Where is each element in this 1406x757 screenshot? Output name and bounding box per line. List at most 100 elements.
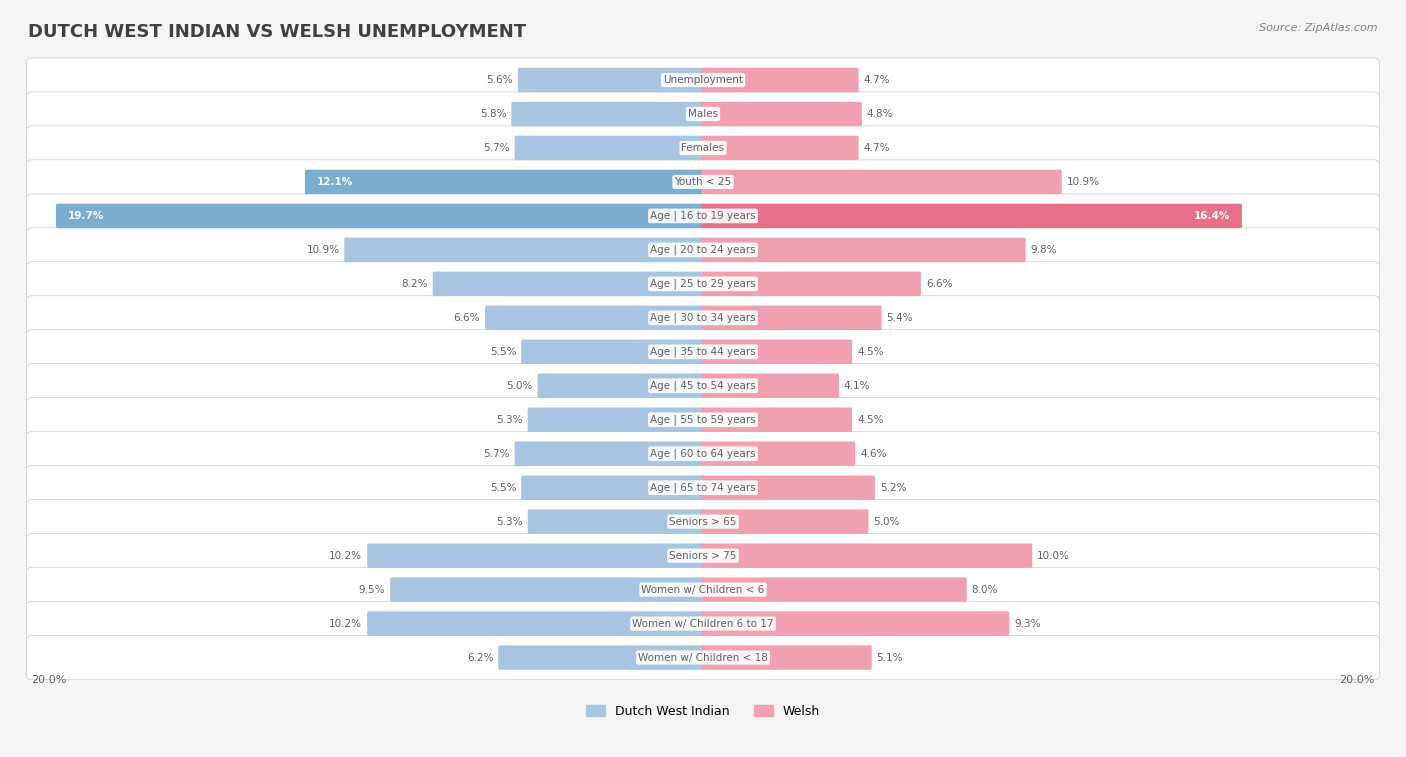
FancyBboxPatch shape — [305, 170, 704, 195]
FancyBboxPatch shape — [702, 136, 859, 160]
Text: Males: Males — [688, 109, 718, 119]
Text: 4.5%: 4.5% — [858, 415, 883, 425]
FancyBboxPatch shape — [27, 262, 1379, 306]
Text: 19.7%: 19.7% — [67, 211, 104, 221]
Text: 4.1%: 4.1% — [844, 381, 870, 391]
FancyBboxPatch shape — [27, 635, 1379, 680]
FancyBboxPatch shape — [702, 544, 1032, 568]
FancyBboxPatch shape — [344, 238, 704, 262]
Text: 9.5%: 9.5% — [359, 584, 385, 594]
Text: 4.6%: 4.6% — [860, 449, 887, 459]
FancyBboxPatch shape — [389, 578, 704, 602]
FancyBboxPatch shape — [702, 509, 869, 534]
Text: Age | 25 to 29 years: Age | 25 to 29 years — [650, 279, 756, 289]
FancyBboxPatch shape — [27, 397, 1379, 442]
FancyBboxPatch shape — [702, 170, 1062, 195]
Legend: Dutch West Indian, Welsh: Dutch West Indian, Welsh — [581, 699, 825, 723]
Text: 5.5%: 5.5% — [489, 347, 516, 357]
FancyBboxPatch shape — [527, 509, 704, 534]
Text: Females: Females — [682, 143, 724, 153]
FancyBboxPatch shape — [27, 58, 1379, 102]
Text: 6.6%: 6.6% — [925, 279, 952, 289]
Text: 5.6%: 5.6% — [486, 75, 513, 85]
Text: Age | 65 to 74 years: Age | 65 to 74 years — [650, 482, 756, 493]
FancyBboxPatch shape — [27, 92, 1379, 136]
FancyBboxPatch shape — [27, 160, 1379, 204]
FancyBboxPatch shape — [702, 407, 852, 432]
Text: 10.9%: 10.9% — [1067, 177, 1099, 187]
Text: 5.0%: 5.0% — [506, 381, 533, 391]
Text: Seniors > 65: Seniors > 65 — [669, 517, 737, 527]
Text: 16.4%: 16.4% — [1194, 211, 1230, 221]
Text: 5.0%: 5.0% — [873, 517, 900, 527]
Text: Women w/ Children < 6: Women w/ Children < 6 — [641, 584, 765, 594]
Text: 4.8%: 4.8% — [868, 109, 893, 119]
Text: Age | 55 to 59 years: Age | 55 to 59 years — [650, 415, 756, 425]
FancyBboxPatch shape — [485, 306, 704, 330]
Text: Youth < 25: Youth < 25 — [675, 177, 731, 187]
FancyBboxPatch shape — [498, 645, 704, 670]
FancyBboxPatch shape — [527, 407, 704, 432]
FancyBboxPatch shape — [522, 475, 704, 500]
FancyBboxPatch shape — [517, 68, 704, 92]
Text: 9.8%: 9.8% — [1031, 245, 1057, 255]
FancyBboxPatch shape — [27, 296, 1379, 340]
Text: 5.3%: 5.3% — [496, 517, 523, 527]
FancyBboxPatch shape — [702, 340, 852, 364]
Text: 8.2%: 8.2% — [401, 279, 427, 289]
Text: Age | 45 to 54 years: Age | 45 to 54 years — [650, 381, 756, 391]
Text: 10.0%: 10.0% — [1038, 550, 1070, 561]
Text: Age | 16 to 19 years: Age | 16 to 19 years — [650, 210, 756, 221]
FancyBboxPatch shape — [27, 431, 1379, 476]
FancyBboxPatch shape — [702, 204, 1241, 228]
FancyBboxPatch shape — [27, 363, 1379, 408]
FancyBboxPatch shape — [27, 568, 1379, 612]
FancyBboxPatch shape — [702, 441, 855, 466]
Text: 20.0%: 20.0% — [31, 674, 66, 684]
Text: 10.9%: 10.9% — [307, 245, 339, 255]
Text: 5.4%: 5.4% — [886, 313, 912, 322]
FancyBboxPatch shape — [702, 373, 839, 398]
FancyBboxPatch shape — [512, 101, 704, 126]
FancyBboxPatch shape — [522, 340, 704, 364]
FancyBboxPatch shape — [27, 466, 1379, 509]
Text: Age | 30 to 34 years: Age | 30 to 34 years — [650, 313, 756, 323]
Text: 4.5%: 4.5% — [858, 347, 883, 357]
FancyBboxPatch shape — [56, 204, 704, 228]
Text: 6.2%: 6.2% — [467, 653, 494, 662]
Text: Age | 20 to 24 years: Age | 20 to 24 years — [650, 245, 756, 255]
FancyBboxPatch shape — [702, 68, 859, 92]
FancyBboxPatch shape — [433, 272, 704, 296]
FancyBboxPatch shape — [537, 373, 704, 398]
FancyBboxPatch shape — [702, 645, 872, 670]
FancyBboxPatch shape — [702, 101, 862, 126]
FancyBboxPatch shape — [27, 228, 1379, 272]
FancyBboxPatch shape — [515, 441, 704, 466]
Text: 10.2%: 10.2% — [329, 550, 363, 561]
FancyBboxPatch shape — [367, 612, 704, 636]
FancyBboxPatch shape — [27, 126, 1379, 170]
Text: 4.7%: 4.7% — [863, 143, 890, 153]
Text: Source: ZipAtlas.com: Source: ZipAtlas.com — [1260, 23, 1378, 33]
FancyBboxPatch shape — [367, 544, 704, 568]
FancyBboxPatch shape — [702, 475, 875, 500]
FancyBboxPatch shape — [702, 272, 921, 296]
Text: 4.7%: 4.7% — [863, 75, 890, 85]
Text: Seniors > 75: Seniors > 75 — [669, 550, 737, 561]
Text: 20.0%: 20.0% — [1340, 674, 1375, 684]
Text: 5.2%: 5.2% — [880, 483, 907, 493]
FancyBboxPatch shape — [27, 534, 1379, 578]
FancyBboxPatch shape — [702, 238, 1026, 262]
Text: 5.3%: 5.3% — [496, 415, 523, 425]
FancyBboxPatch shape — [515, 136, 704, 160]
Text: DUTCH WEST INDIAN VS WELSH UNEMPLOYMENT: DUTCH WEST INDIAN VS WELSH UNEMPLOYMENT — [28, 23, 526, 41]
Text: 9.3%: 9.3% — [1014, 618, 1040, 628]
Text: 5.1%: 5.1% — [876, 653, 903, 662]
Text: 10.2%: 10.2% — [329, 618, 363, 628]
FancyBboxPatch shape — [27, 500, 1379, 544]
FancyBboxPatch shape — [702, 306, 882, 330]
Text: 6.6%: 6.6% — [454, 313, 481, 322]
Text: Women w/ Children 6 to 17: Women w/ Children 6 to 17 — [633, 618, 773, 628]
Text: Women w/ Children < 18: Women w/ Children < 18 — [638, 653, 768, 662]
Text: 8.0%: 8.0% — [972, 584, 998, 594]
